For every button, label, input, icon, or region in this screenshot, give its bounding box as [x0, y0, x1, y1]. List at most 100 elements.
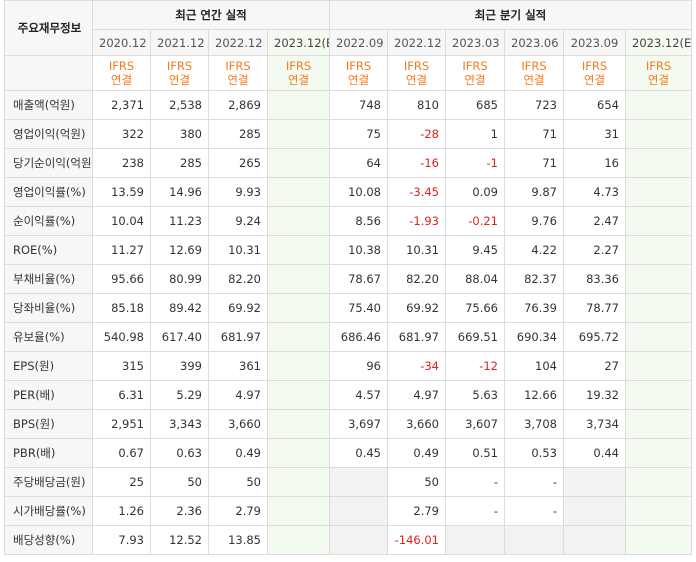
value-cell: 9.76 — [504, 206, 564, 236]
value-cell: 0.53 — [504, 438, 564, 468]
table-row: 영업이익(억원) 322 380 285 75 -28 1 71 31 — [4, 119, 693, 149]
value-cell: 11.23 — [150, 206, 209, 236]
value-cell: 0.45 — [329, 438, 388, 468]
value-cell: 104 — [504, 351, 564, 381]
value-cell: 71 — [504, 148, 564, 178]
ifrs-basis-row: IFRS 연결 IFRS 연결 IFRS 연결 IFRS 연결 IFRS 연결 IFRS 연결 IFRS… — [4, 55, 693, 91]
table-row: 당기순이익(억원) 238 285 265 64 -16 -1 71 16 — [4, 148, 693, 178]
table-row: ROE(%) 11.27 12.69 10.31 10.38 10.31 9.45 4.22 2… — [4, 235, 693, 265]
value-cell — [329, 525, 388, 555]
value-cell — [624, 148, 693, 178]
value-cell: 25 — [92, 467, 151, 497]
value-cell: 4.73 — [563, 177, 626, 207]
value-cell — [563, 496, 626, 526]
value-cell: 0.51 — [445, 438, 505, 468]
ifrs-basis-cell: IFRS 연결 — [504, 55, 564, 91]
value-cell: 2.47 — [563, 206, 626, 236]
value-cell: 2.36 — [150, 496, 209, 526]
value-cell: 9.24 — [208, 206, 268, 236]
ifrs-basis-cell: IFRS 연결 — [329, 55, 388, 91]
value-cell: 380 — [150, 119, 209, 149]
value-cell: 12.69 — [150, 235, 209, 265]
value-cell: 12.52 — [150, 525, 209, 555]
value-cell: 617.40 — [150, 322, 209, 352]
value-cell — [624, 380, 693, 410]
value-cell — [624, 409, 693, 439]
value-cell: 75 — [329, 119, 388, 149]
value-cell: 3,660 — [387, 409, 446, 439]
value-cell: 1 — [445, 119, 505, 149]
value-cell: 82.20 — [208, 264, 268, 294]
value-cell: 10.31 — [387, 235, 446, 265]
value-cell: 95.66 — [92, 264, 151, 294]
value-cell: -16 — [387, 148, 446, 178]
value-cell: 2,371 — [92, 90, 151, 120]
period-header: 2022.09 — [329, 29, 388, 56]
value-cell: 0.09 — [445, 177, 505, 207]
value-cell: -0.21 — [445, 206, 505, 236]
value-cell: 0.63 — [150, 438, 209, 468]
value-cell: 64 — [329, 148, 388, 178]
metric-label: 영업이익(억원) — [4, 119, 93, 149]
financial-summary-table: 주요재무정보 최근 연간 실적 최근 분기 실적 2020.12 2021.12… — [4, 0, 693, 555]
consolidated-label: 연결 — [110, 73, 133, 87]
value-cell: 10.04 — [92, 206, 151, 236]
value-cell — [624, 438, 693, 468]
value-cell: 82.37 — [504, 264, 564, 294]
value-cell: 4.22 — [504, 235, 564, 265]
value-cell — [624, 351, 693, 381]
ifrs-label: IFRS — [521, 59, 547, 73]
value-cell: -1 — [445, 148, 505, 178]
value-cell: - — [445, 496, 505, 526]
value-cell: 322 — [92, 119, 151, 149]
value-cell — [267, 264, 330, 294]
value-cell: 686.46 — [329, 322, 388, 352]
ifrs-label: IFRS — [345, 59, 372, 73]
value-cell — [267, 90, 330, 120]
value-cell: 13.59 — [92, 177, 151, 207]
value-cell — [267, 525, 330, 555]
value-cell: 695.72 — [563, 322, 626, 352]
value-cell: -3.45 — [387, 177, 446, 207]
period-header: 2023.09 — [563, 29, 626, 56]
value-cell: 3,708 — [504, 409, 564, 439]
value-cell: 681.97 — [208, 322, 268, 352]
value-cell: 71 — [504, 119, 564, 149]
value-cell: - — [504, 496, 564, 526]
value-cell: 4.97 — [387, 380, 446, 410]
value-cell: 2.79 — [387, 496, 446, 526]
table-row: 유보율(%) 540.98 617.40 681.97 686.46 681.97 669.… — [4, 322, 693, 352]
value-cell — [624, 525, 693, 555]
ifrs-basis-cell: IFRS 연결 — [208, 55, 268, 91]
value-cell — [563, 525, 626, 555]
value-cell: 3,734 — [563, 409, 626, 439]
value-cell — [267, 119, 330, 149]
ifrs-label: IFRS — [645, 59, 672, 73]
value-cell: 89.42 — [150, 293, 209, 323]
value-cell: 2,538 — [150, 90, 209, 120]
ifrs-basis-cell: IFRS 연결 — [150, 55, 209, 91]
metric-label: 부채비율(%) — [4, 264, 93, 294]
table-row: 영업이익률(%) 13.59 14.96 9.93 10.08 -3.45 0.09 9.87… — [4, 177, 693, 207]
ifrs-basis-cell: IFRS 연결 — [624, 55, 693, 91]
period-header: 2022.12 — [208, 29, 268, 56]
value-cell: 285 — [208, 119, 268, 149]
row-label-header-text: 주요재무정보 — [17, 21, 82, 35]
value-cell: 238 — [92, 148, 151, 178]
consolidated-label: 연결 — [647, 73, 670, 87]
ifrs-label: IFRS — [285, 59, 312, 73]
value-cell: 9.45 — [445, 235, 505, 265]
value-cell: 723 — [504, 90, 564, 120]
value-cell: 361 — [208, 351, 268, 381]
value-cell: 69.92 — [387, 293, 446, 323]
consolidated-label: 연결 — [227, 73, 249, 87]
value-cell: 690.34 — [504, 322, 564, 352]
period-header-estimate: 2023.12(E) — [624, 29, 693, 56]
consolidated-label: 연결 — [583, 73, 606, 87]
value-cell: 540.98 — [92, 322, 151, 352]
ifrs-label: IFRS — [403, 59, 430, 73]
period-header: 2023.06 — [504, 29, 564, 56]
metric-label: 당좌비율(%) — [4, 293, 93, 323]
value-cell: 6.31 — [92, 380, 151, 410]
metric-label: 유보율(%) — [4, 322, 93, 352]
